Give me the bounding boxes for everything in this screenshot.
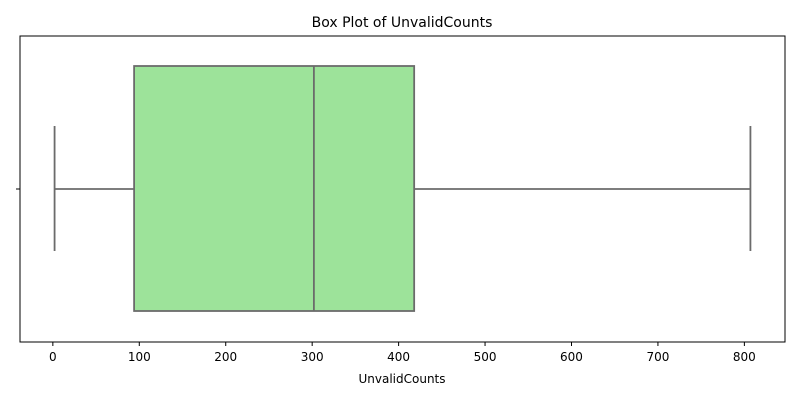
x-tick-label: 400 <box>387 350 410 364</box>
x-axis-label: UnvalidCounts <box>358 372 445 386</box>
iqr-box <box>133 65 416 312</box>
x-tick-label: 700 <box>646 350 669 364</box>
x-tick-label: 300 <box>301 350 324 364</box>
x-tick-label: 800 <box>733 350 756 364</box>
x-tick-label: 600 <box>560 350 583 364</box>
plot-area <box>53 65 752 312</box>
x-axis-ticks: 0 100 200 300 400 500 600 700 800 <box>49 342 756 364</box>
x-tick-label: 0 <box>49 350 57 364</box>
x-tick-label: 500 <box>474 350 497 364</box>
x-tick-label: 200 <box>214 350 237 364</box>
x-tick-label: 100 <box>128 350 151 364</box>
chart-title: Box Plot of UnvalidCounts <box>312 15 493 31</box>
